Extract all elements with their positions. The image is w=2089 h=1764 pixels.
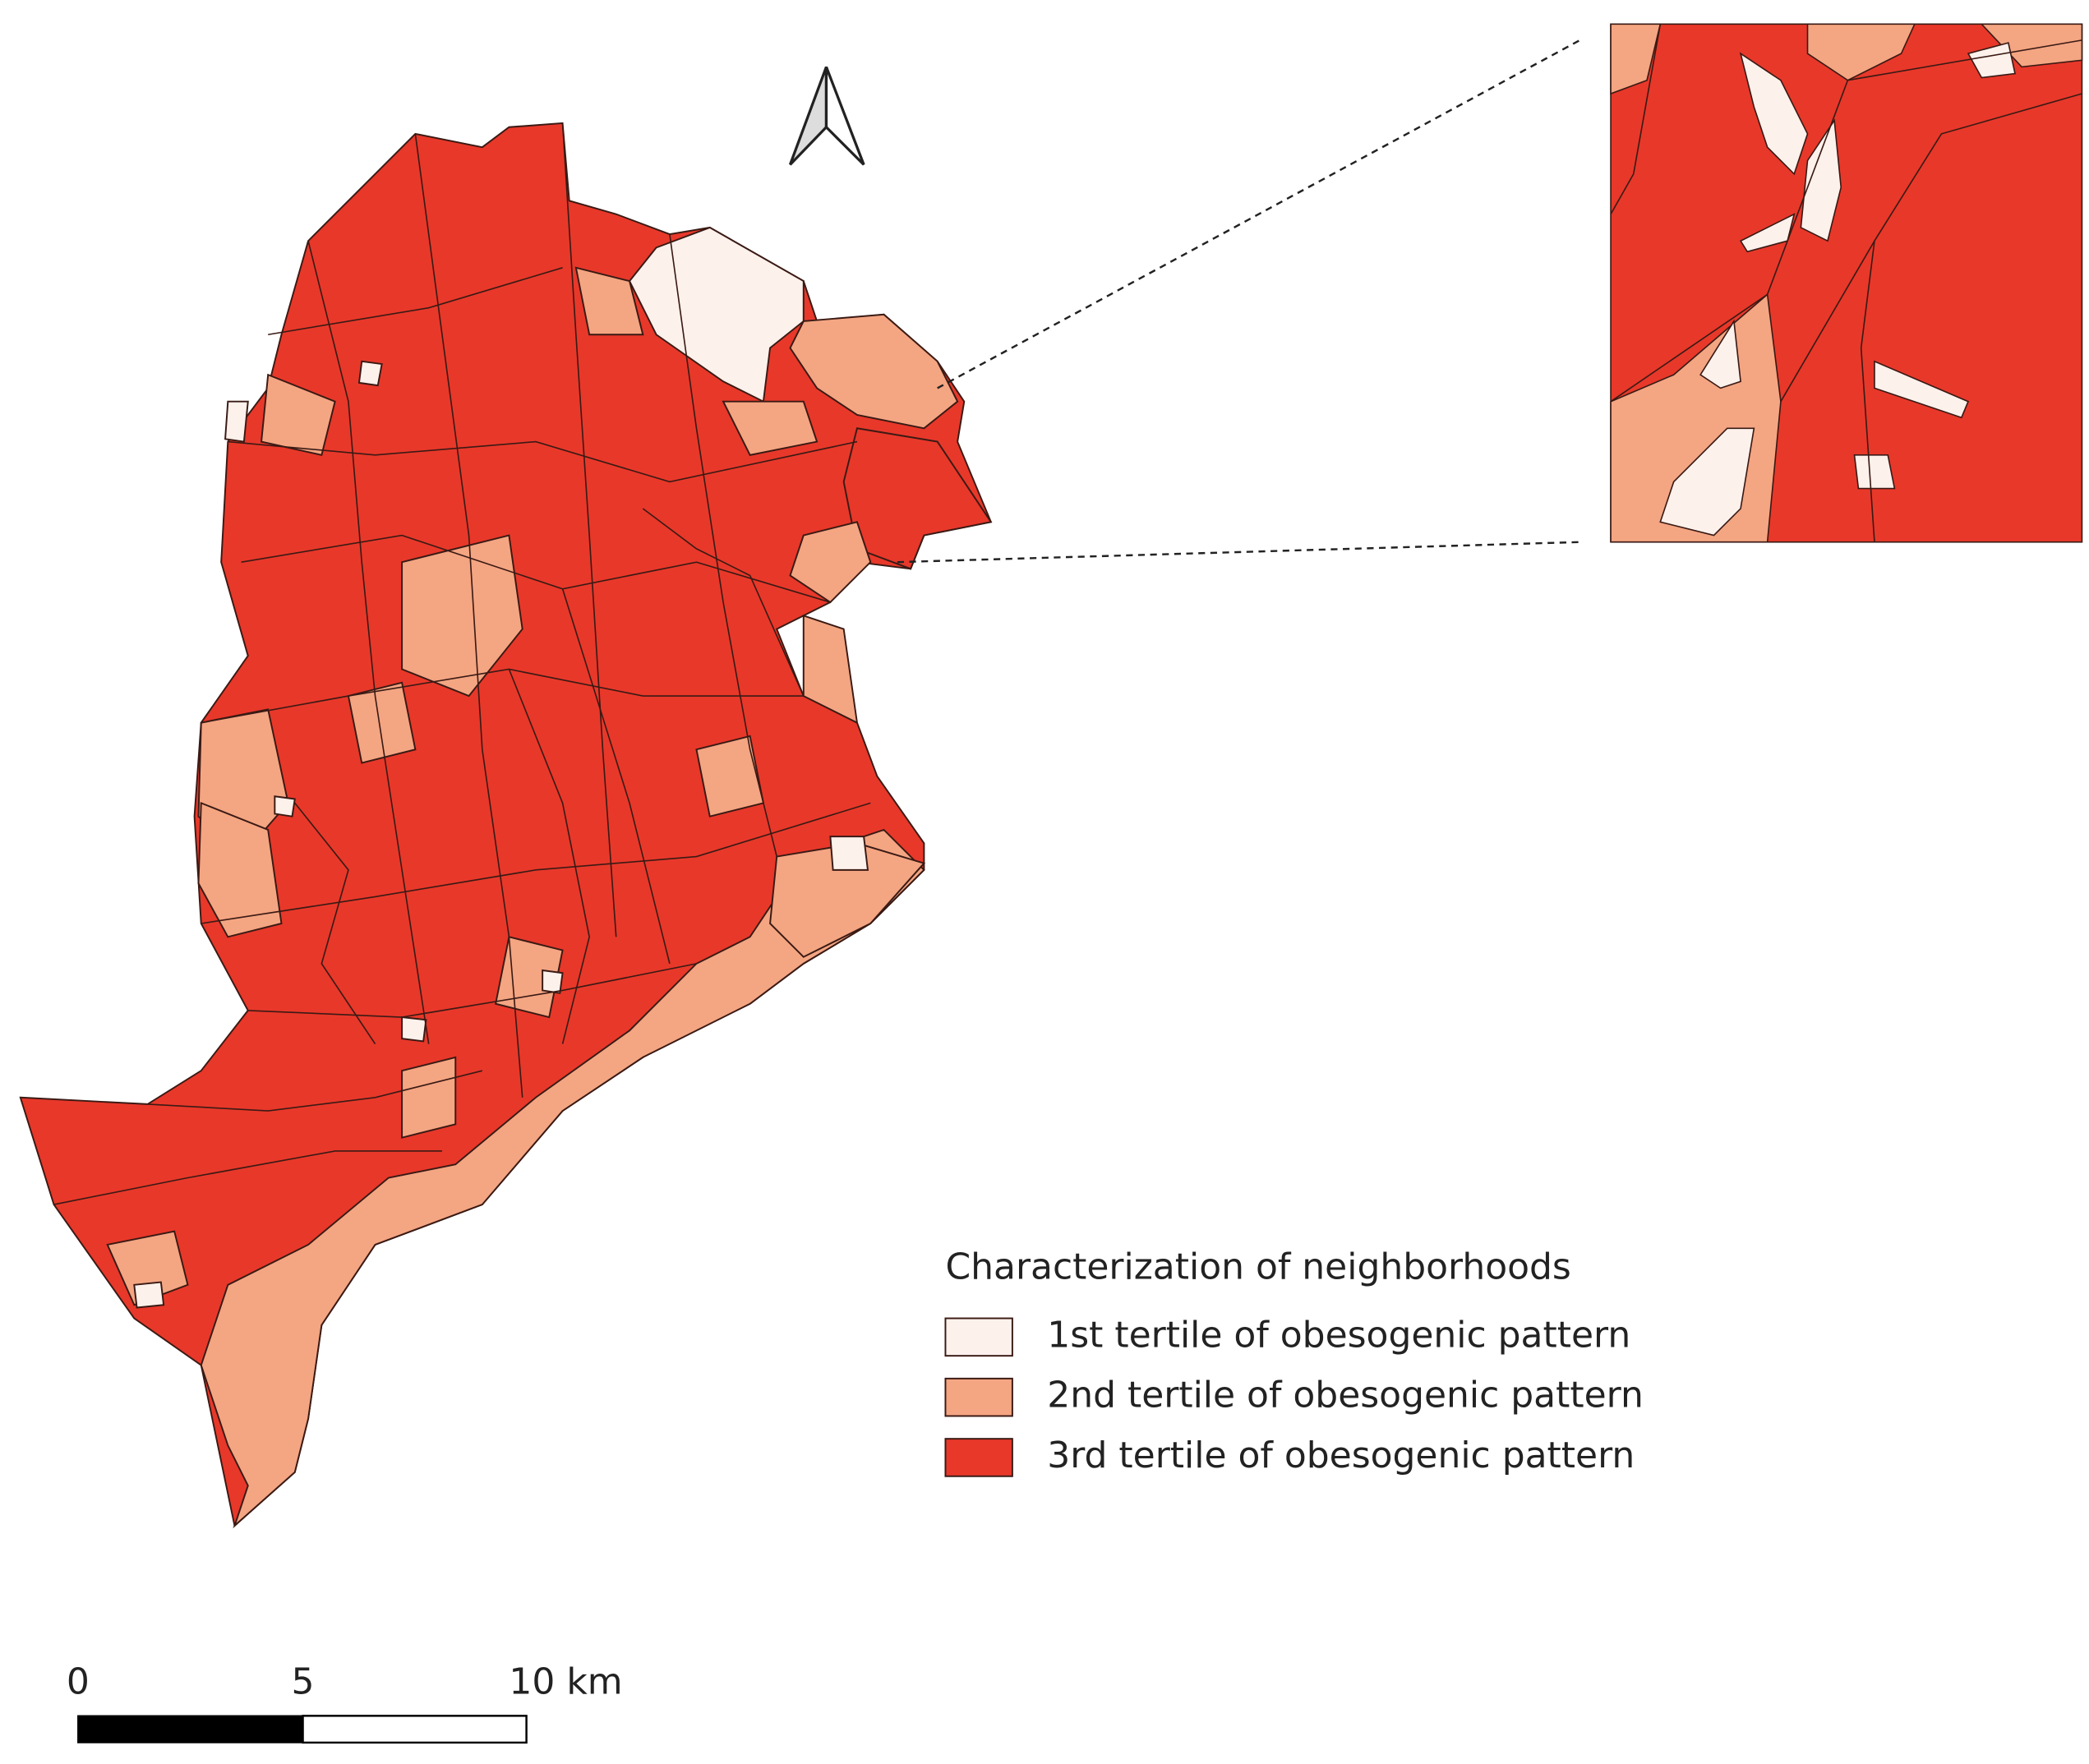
- neighborhood: [401, 534, 523, 698]
- inset-boundary: [1766, 80, 1849, 295]
- boundary: [561, 122, 617, 937]
- inset-neighborhood: [1806, 23, 1916, 81]
- neighborhood: [829, 836, 869, 871]
- boundary: [294, 802, 376, 1045]
- neighborhood: [802, 614, 859, 725]
- boundary: [228, 440, 858, 483]
- legend-label: 2nd tertile of obesogenic pattern: [1047, 1375, 1644, 1416]
- legend-swatch: [944, 1317, 1013, 1357]
- inset-neighborhood: [1659, 427, 1755, 537]
- boundary: [268, 267, 563, 336]
- neighborhood: [494, 936, 564, 1019]
- neighborhood: [106, 1230, 189, 1306]
- inset-leader: [937, 39, 1581, 389]
- inset-neighborhood: [1610, 23, 1662, 95]
- neighborhood: [224, 400, 249, 443]
- inset-neighborhood: [1739, 52, 1809, 176]
- neighborhood: [789, 313, 959, 430]
- inset-boundary: [1610, 293, 1769, 403]
- neighborhood: [628, 226, 805, 403]
- boundary: [669, 233, 777, 857]
- inset-boundary: [1847, 39, 2082, 81]
- inset-boundary: [1780, 93, 2082, 403]
- neighborhood: [357, 360, 383, 387]
- north-arrow-left: [788, 66, 828, 166]
- inset-neighborhood: [1874, 360, 1970, 419]
- boundary: [642, 508, 805, 697]
- inset-map: [1610, 23, 2083, 543]
- boundary: [414, 133, 523, 1098]
- boundary: [561, 588, 671, 965]
- legend-label: 1st tertile of obesogenic pattern: [1047, 1314, 1630, 1356]
- scale-label: 10 km: [509, 1660, 622, 1702]
- boundary: [508, 669, 590, 1044]
- neighborhood: [274, 795, 296, 818]
- scale-bar-segment: [302, 1715, 528, 1744]
- map-layer: [19, 122, 993, 1529]
- neighborhood: [401, 1056, 457, 1139]
- legend-title: Characterization of neighborhoods: [945, 1246, 1570, 1287]
- inset-neighborhood: [1853, 454, 1896, 490]
- scale-bar-segment: [77, 1715, 304, 1743]
- boundary: [53, 1150, 442, 1205]
- neighborhood: [842, 427, 993, 570]
- scale-label: 5: [292, 1660, 315, 1702]
- inset-leader: [897, 541, 1580, 564]
- boundary: [247, 963, 697, 1018]
- legend-swatch: [944, 1438, 1013, 1477]
- neighborhood: [347, 681, 417, 764]
- boundary: [201, 802, 871, 924]
- neighborhood: [401, 1016, 427, 1043]
- inset-neighborhood: [1967, 42, 2016, 79]
- north-arrow: [788, 66, 865, 166]
- inset-boundary: [1860, 241, 1875, 542]
- legend: 1st tertile of obesogenic pattern 2nd ter…: [944, 1314, 1644, 1477]
- neighborhood: [789, 521, 872, 604]
- neighborhood: [722, 400, 819, 456]
- neighborhood: [133, 1281, 165, 1309]
- legend-swatch: [944, 1377, 1013, 1417]
- neighborhood: [574, 266, 644, 336]
- boundary: [147, 1070, 483, 1112]
- legend-label: 3rd tertile of obesogenic pattern: [1047, 1435, 1635, 1476]
- neighborhood: [542, 969, 564, 994]
- boundary: [307, 241, 430, 1044]
- inset-boundary: [1610, 24, 1662, 215]
- neighborhood: [197, 801, 283, 938]
- north-arrow-right: [824, 66, 865, 166]
- neighborhood: [260, 373, 336, 457]
- inset-neighborhood: [1699, 319, 1741, 389]
- scale-label: 0: [67, 1660, 90, 1702]
